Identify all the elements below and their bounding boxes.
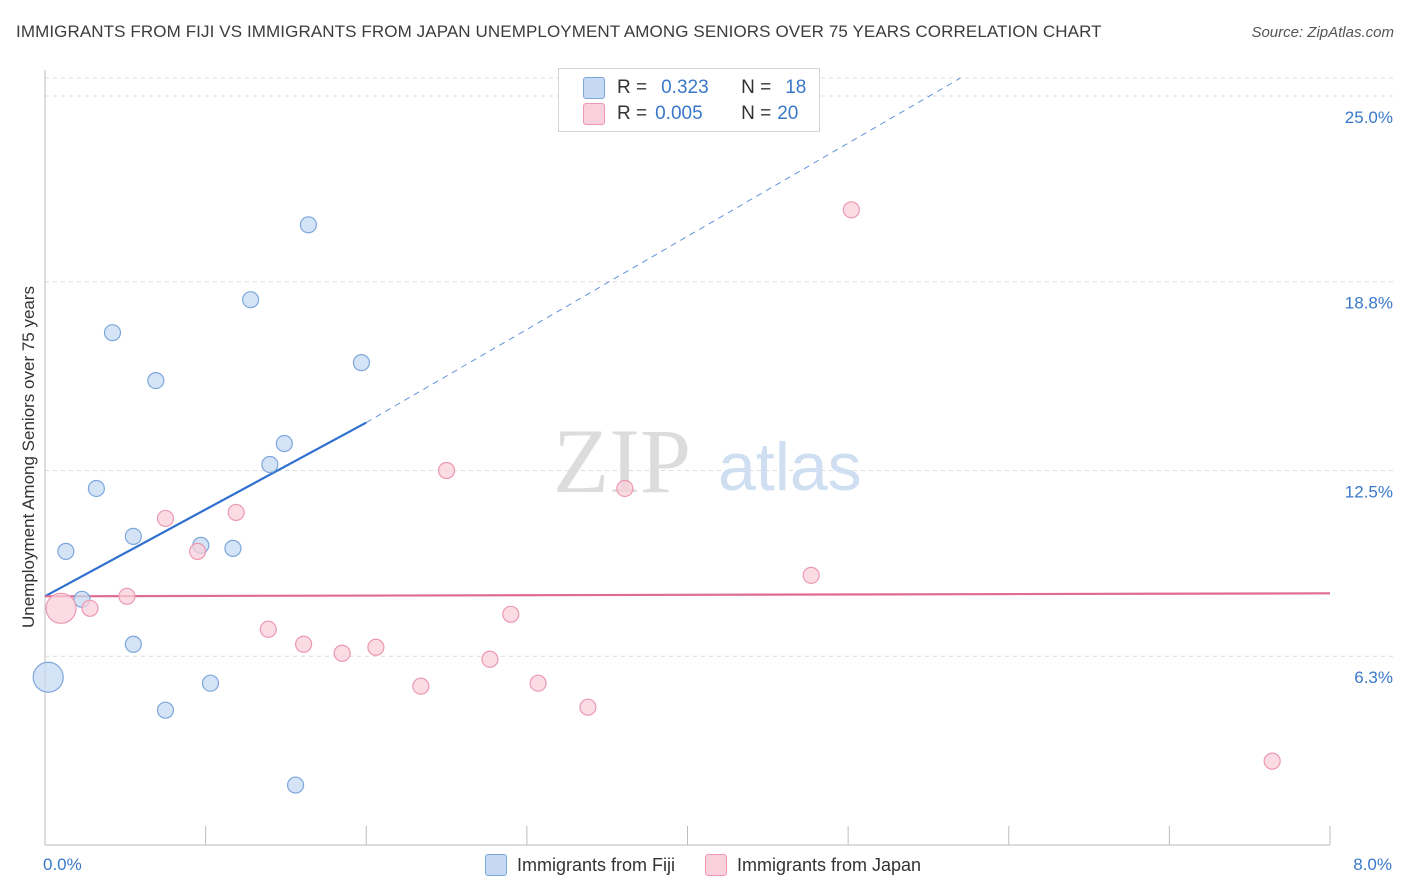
data-points [32, 201, 1281, 794]
chart-title: IMMIGRANTS FROM FIJI VS IMMIGRANTS FROM … [16, 22, 1102, 41]
japan-point-14 [529, 674, 547, 692]
trendlines [44, 77, 1331, 598]
fiji-point-7 [124, 635, 142, 653]
chart-legend: Immigrants from Fiji Immigrants from Jap… [0, 852, 1406, 878]
fiji-trendline-extension [365, 77, 961, 423]
fiji-swatch [583, 77, 605, 99]
japan-r-value: 0.005 [655, 103, 703, 124]
japan-point-5 [227, 503, 245, 522]
japan-point-4 [188, 542, 207, 560]
japan-point-16 [616, 479, 634, 498]
fiji-n-label: N = [741, 77, 772, 98]
x-tick-label-1: 8.0% [1353, 855, 1392, 874]
japan-r-label: R = [617, 103, 648, 124]
legend-item-japan[interactable]: Immigrants from Japan [704, 852, 922, 878]
fiji-point-17 [352, 354, 371, 372]
tick-labels: 6.3% 12.5% 18.8% 25.0% 0.0% 8.0% [43, 108, 1393, 874]
stats-row-japan: R = 0.005 N = 20 [583, 102, 798, 126]
watermark-atlas: atlas [718, 429, 862, 505]
japan-swatch [583, 103, 605, 125]
fiji-point-11 [224, 539, 242, 557]
japan-point-12 [481, 650, 499, 668]
japan-point-3 [156, 509, 175, 528]
fiji-r-value: 0.323 [661, 77, 709, 98]
fiji-n-value: 18 [785, 77, 807, 98]
grid-lines [45, 77, 1395, 657]
fiji-point-6 [147, 372, 165, 390]
y-tick-label-2: 18.8% [1345, 294, 1393, 313]
y-tick-label-3: 25.0% [1345, 108, 1393, 127]
fiji-point-1 [57, 542, 75, 560]
japan-point-19 [1263, 752, 1281, 770]
y-axis-label: Unemployment Among Seniors over 75 years [19, 286, 38, 628]
fiji-point-12 [242, 291, 260, 309]
fiji-point-4 [87, 479, 106, 498]
legend-label-japan: Immigrants from Japan [736, 854, 922, 875]
x-tick-label-0: 0.0% [43, 855, 82, 874]
japan-point-18 [842, 201, 860, 219]
fiji-point-8 [156, 701, 175, 719]
source-label: Source: ZipAtlas.com [1251, 24, 1394, 41]
japan-point-2 [118, 587, 136, 605]
stats-row-fiji: R = 0.323 N = 18 [583, 76, 806, 100]
fiji-point-0 [32, 661, 64, 693]
correlation-stats-box: R = 0.323 N = 18 R = 0.005 N = 20 [558, 68, 820, 132]
japan-point-6 [259, 620, 277, 638]
japan-point-0 [45, 592, 77, 624]
fiji-point-3 [103, 324, 122, 342]
legend-swatch-japan [704, 854, 727, 876]
fiji-r-label: R = [617, 77, 648, 98]
fiji-point-10 [201, 674, 220, 692]
japan-point-10 [412, 677, 430, 695]
fiji-trendline [44, 421, 367, 598]
japan-point-8 [333, 644, 351, 662]
fiji-point-13 [261, 455, 279, 474]
legend-swatch-fiji [484, 854, 507, 876]
legend-item-fiji[interactable]: Immigrants from Fiji [484, 852, 675, 878]
japan-point-7 [295, 635, 313, 653]
japan-n-value: 20 [777, 103, 799, 124]
fiji-point-16 [299, 216, 318, 234]
japan-point-13 [502, 605, 520, 623]
japan-point-15 [579, 698, 597, 716]
axes [44, 70, 1331, 846]
fiji-point-5 [124, 527, 142, 546]
japan-point-17 [802, 566, 820, 584]
fiji-point-14 [275, 434, 293, 453]
y-tick-label-1: 12.5% [1345, 482, 1393, 501]
japan-trendline [44, 592, 1331, 598]
legend-label-fiji: Immigrants from Fiji [516, 854, 675, 875]
watermark-zip: ZIP [553, 410, 691, 512]
japan-n-label: N = [741, 103, 772, 124]
japan-point-11 [437, 461, 456, 480]
japan-point-1 [81, 599, 99, 617]
fiji-point-15 [286, 776, 305, 794]
y-tick-label-0: 6.3% [1354, 668, 1393, 687]
japan-point-9 [367, 638, 385, 656]
